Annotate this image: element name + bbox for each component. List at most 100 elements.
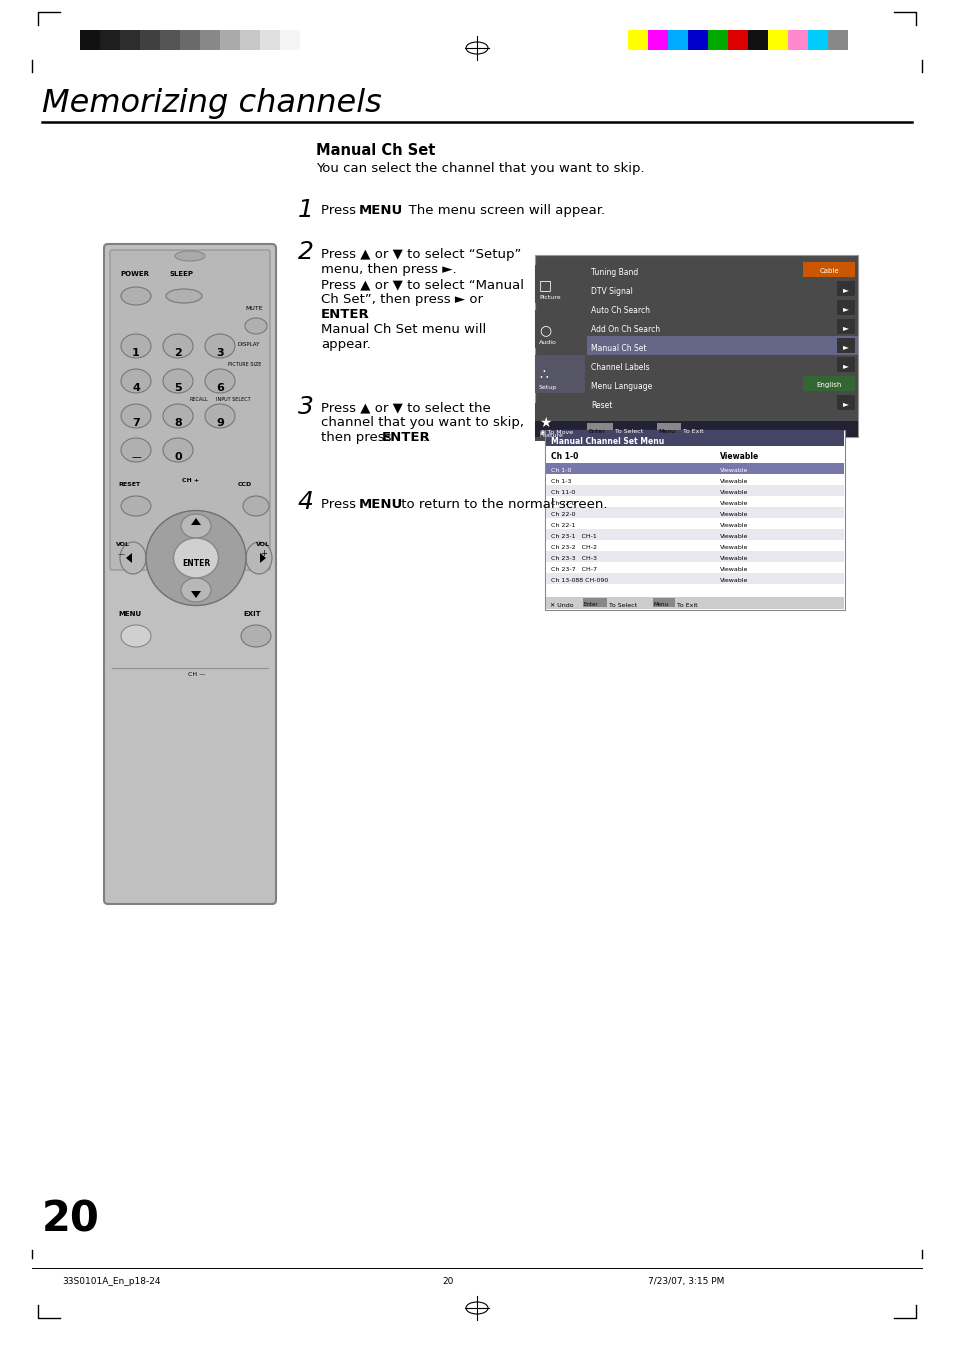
Bar bbox=[836, 394, 854, 409]
Bar bbox=[647, 30, 667, 50]
Bar bbox=[827, 30, 847, 50]
Text: 6: 6 bbox=[215, 382, 224, 393]
Bar bbox=[586, 299, 857, 317]
Text: —: — bbox=[131, 453, 141, 462]
Polygon shape bbox=[191, 517, 201, 526]
Text: .: . bbox=[422, 431, 427, 444]
Bar bbox=[160, 30, 180, 50]
Ellipse shape bbox=[243, 496, 269, 516]
Ellipse shape bbox=[121, 334, 151, 358]
Text: Ch 23-3   CH-3: Ch 23-3 CH-3 bbox=[551, 557, 597, 561]
Text: Ch Set”, then press ► or: Ch Set”, then press ► or bbox=[320, 293, 482, 305]
Text: DISPLAY: DISPLAY bbox=[237, 342, 260, 347]
Text: To Select: To Select bbox=[608, 603, 637, 608]
Text: Ch 23-2   CH-2: Ch 23-2 CH-2 bbox=[551, 544, 597, 550]
Ellipse shape bbox=[121, 438, 151, 462]
Text: You can select the channel that you want to skip.: You can select the channel that you want… bbox=[315, 162, 644, 176]
Ellipse shape bbox=[174, 251, 205, 261]
Text: Viewable: Viewable bbox=[720, 453, 759, 461]
Text: 4: 4 bbox=[297, 490, 314, 513]
Ellipse shape bbox=[121, 626, 151, 647]
Ellipse shape bbox=[245, 317, 267, 334]
Bar bbox=[727, 30, 747, 50]
Text: Viewable: Viewable bbox=[720, 544, 747, 550]
Bar bbox=[767, 30, 787, 50]
Text: Manual Ch Set: Manual Ch Set bbox=[315, 143, 435, 158]
Text: Viewable: Viewable bbox=[720, 501, 747, 507]
Text: 1: 1 bbox=[297, 199, 314, 222]
Text: MENU: MENU bbox=[118, 611, 141, 617]
Bar bbox=[586, 259, 857, 280]
Bar bbox=[586, 280, 857, 299]
Text: Viewable: Viewable bbox=[720, 480, 747, 484]
Bar bbox=[200, 30, 220, 50]
Text: Ch 1-3: Ch 1-3 bbox=[551, 480, 571, 484]
Text: MUTE: MUTE bbox=[245, 305, 262, 311]
Bar bbox=[836, 338, 854, 353]
FancyBboxPatch shape bbox=[110, 250, 270, 570]
Ellipse shape bbox=[163, 369, 193, 393]
Text: PICTURE SIZE: PICTURE SIZE bbox=[228, 362, 261, 367]
Bar bbox=[535, 309, 584, 349]
Bar bbox=[220, 30, 240, 50]
Text: Cable: Cable bbox=[819, 267, 838, 274]
Bar bbox=[545, 597, 843, 609]
Text: Press: Press bbox=[320, 499, 360, 511]
Text: ENTER: ENTER bbox=[182, 559, 210, 569]
Text: Ch 1-0: Ch 1-0 bbox=[551, 467, 571, 473]
Text: EXIT: EXIT bbox=[243, 611, 260, 617]
Bar bbox=[100, 30, 120, 50]
Text: VOL: VOL bbox=[255, 542, 270, 547]
Text: Auto Ch Search: Auto Ch Search bbox=[590, 305, 649, 315]
Text: ►: ► bbox=[842, 285, 848, 295]
Text: 20: 20 bbox=[42, 1198, 100, 1242]
Bar bbox=[586, 336, 857, 355]
Text: English: English bbox=[816, 382, 841, 388]
Text: ★: ★ bbox=[538, 416, 551, 430]
Polygon shape bbox=[126, 553, 132, 563]
Bar bbox=[545, 474, 843, 485]
Bar bbox=[535, 403, 584, 440]
Bar bbox=[240, 30, 260, 50]
Text: 20: 20 bbox=[441, 1277, 453, 1286]
Ellipse shape bbox=[121, 286, 151, 305]
Text: Viewable: Viewable bbox=[720, 490, 747, 494]
Text: .  The menu screen will appear.: . The menu screen will appear. bbox=[395, 204, 604, 218]
Text: Ch 23-7   CH-7: Ch 23-7 CH-7 bbox=[551, 567, 597, 571]
Bar bbox=[120, 30, 140, 50]
Bar bbox=[535, 265, 584, 303]
Text: Manual Ch Set: Manual Ch Set bbox=[590, 345, 646, 353]
Text: Ch 13-088 CH-090: Ch 13-088 CH-090 bbox=[551, 578, 608, 584]
Bar bbox=[545, 449, 843, 462]
Text: SLEEP: SLEEP bbox=[170, 272, 193, 277]
Text: Feature: Feature bbox=[538, 434, 562, 438]
Text: ∴: ∴ bbox=[538, 367, 547, 382]
Ellipse shape bbox=[121, 369, 151, 393]
Text: —: — bbox=[118, 551, 125, 557]
Text: VOL: VOL bbox=[116, 542, 130, 547]
Text: Channel Labels: Channel Labels bbox=[590, 363, 649, 372]
Ellipse shape bbox=[146, 511, 246, 605]
Ellipse shape bbox=[241, 626, 271, 647]
Text: 9: 9 bbox=[215, 417, 224, 428]
Bar bbox=[627, 30, 647, 50]
Text: Manual Ch Set menu will: Manual Ch Set menu will bbox=[320, 323, 486, 336]
Bar bbox=[836, 357, 854, 372]
Text: Press ▲ or ▼ to select the: Press ▲ or ▼ to select the bbox=[320, 401, 490, 413]
Ellipse shape bbox=[163, 438, 193, 462]
Text: 4: 4 bbox=[132, 382, 140, 393]
Text: Viewable: Viewable bbox=[720, 567, 747, 571]
Text: 7/23/07, 3:15 PM: 7/23/07, 3:15 PM bbox=[647, 1277, 723, 1286]
Text: appear.: appear. bbox=[320, 338, 371, 351]
Bar bbox=[667, 30, 687, 50]
Text: MENU: MENU bbox=[358, 204, 403, 218]
Text: Memorizing channels: Memorizing channels bbox=[42, 88, 381, 119]
Text: Audio: Audio bbox=[538, 340, 557, 345]
Text: ►: ► bbox=[842, 323, 848, 332]
Text: Enter: Enter bbox=[583, 603, 598, 607]
Text: Ch 23-1   CH-1: Ch 23-1 CH-1 bbox=[551, 534, 597, 539]
Text: Ch 22-0: Ch 22-0 bbox=[551, 501, 575, 507]
Bar bbox=[586, 393, 857, 412]
Text: to return to the normal screen.: to return to the normal screen. bbox=[396, 499, 607, 511]
Bar bbox=[836, 300, 854, 315]
